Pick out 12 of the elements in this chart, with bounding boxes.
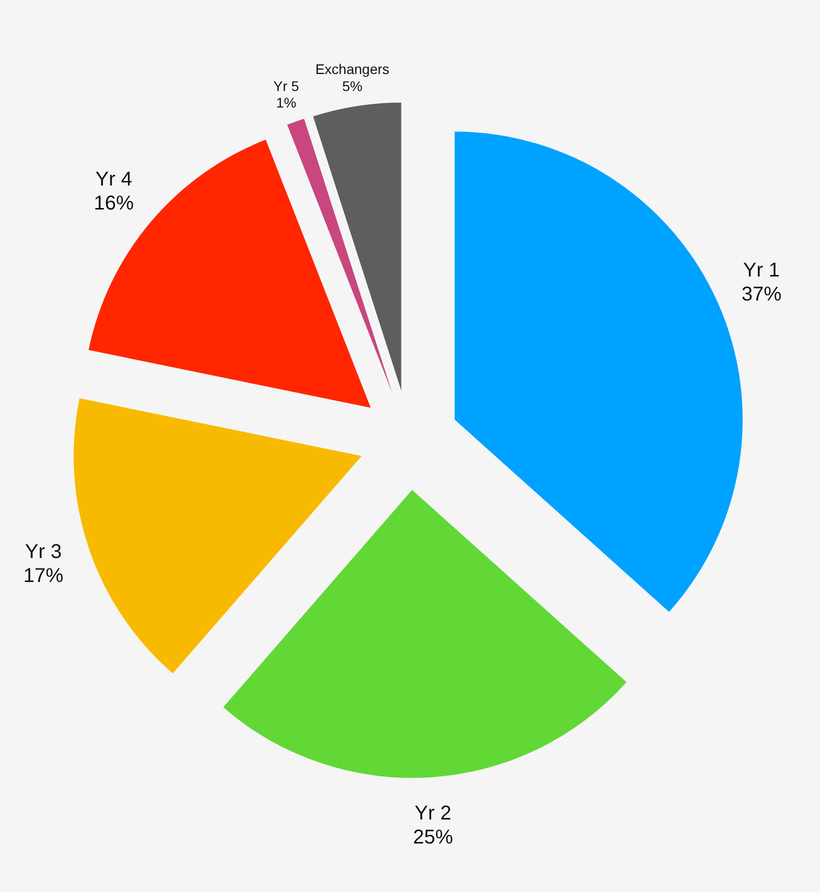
data-label: 16% — [94, 192, 134, 214]
data-label: 25% — [412, 826, 454, 848]
data-label: 1% — [276, 94, 296, 111]
slice-label: Yr 1 — [743, 260, 780, 282]
data-label: 37% — [741, 284, 782, 306]
slice-label: Exchangers — [315, 61, 390, 78]
data-label: 17% — [23, 564, 64, 587]
data-label: 5% — [342, 78, 362, 94]
slice-label: Yr 2 — [414, 802, 452, 824]
slice-label: Yr 5 — [273, 78, 300, 94]
slice-label: Yr 3 — [25, 540, 62, 563]
slice-label: Yr 4 — [95, 168, 132, 190]
